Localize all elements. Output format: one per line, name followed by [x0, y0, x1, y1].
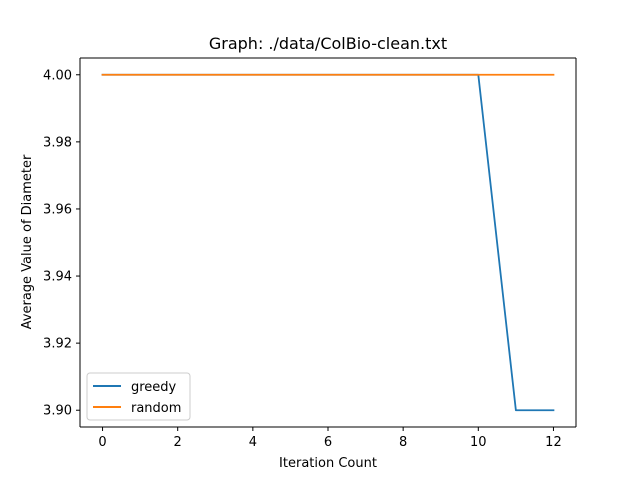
y-tick-label: 3.98 — [43, 135, 72, 150]
y-tick-label: 3.90 — [43, 404, 72, 419]
y-axis-label: Average Value of Diameter — [20, 154, 35, 329]
legend-label-greedy: greedy — [131, 380, 177, 395]
y-tick-label: 4.00 — [43, 68, 72, 83]
chart-legend: greedy random — [86, 372, 191, 421]
y-tick-label: 3.96 — [43, 202, 72, 217]
x-tick-label: 8 — [399, 435, 407, 450]
legend-box — [86, 372, 191, 421]
y-tick-label: 3.94 — [43, 270, 72, 285]
series-layer — [101, 73, 555, 412]
x-tick-label: 4 — [249, 435, 257, 450]
x-tick-label: 6 — [324, 435, 332, 450]
y-tick-label: 3.92 — [43, 337, 72, 352]
x-tick-label: 12 — [545, 435, 562, 450]
y-axis-ticks: 3.90 3.92 3.94 3.96 3.98 4.00 — [43, 68, 80, 419]
x-axis-label: Iteration Count — [279, 456, 377, 471]
chart-title: Graph: ./data/ColBio-clean.txt — [209, 34, 447, 53]
x-tick-label: 2 — [174, 435, 182, 450]
legend-label-random: random — [131, 401, 181, 416]
plot-area — [80, 58, 576, 427]
x-tick-label: 10 — [470, 435, 487, 450]
x-axis-ticks: 0 2 4 6 8 10 12 — [98, 427, 562, 450]
x-tick-label: 0 — [98, 435, 106, 450]
